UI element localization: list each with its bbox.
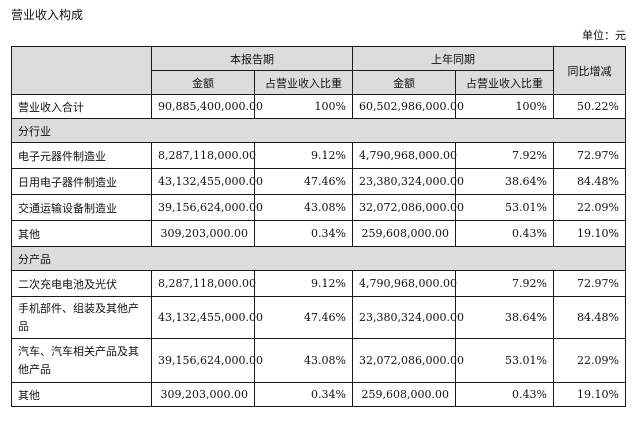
- total-row: 营业收入合计 90,885,400,000.00 100% 60,502,986…: [11, 94, 626, 119]
- row-yoy: 19.10%: [553, 382, 626, 407]
- row-cur-amount: 8,287,118,000.00: [151, 142, 256, 169]
- row-prev-amount: 32,072,086,000.00: [352, 194, 464, 221]
- row-prev-amount: 259,608,000.00: [352, 220, 456, 247]
- total-cur-share: 100%: [254, 94, 353, 119]
- header-cur-share: 占营业收入比重: [254, 70, 353, 95]
- section-title: 分产品: [11, 246, 626, 271]
- row-cur-amount: 43,132,455,000.00: [151, 296, 263, 339]
- row-label: 日用电子器件制造业: [11, 168, 152, 195]
- row-yoy: 22.09%: [553, 194, 626, 221]
- header-current-period: 本报告期: [151, 46, 353, 71]
- unit-label: 单位：元: [582, 29, 626, 42]
- total-prev-amount: 60,502,986,000.00: [352, 94, 464, 119]
- table-row: 日用电子器件制造业 43,132,455,000.00 47.46% 23,38…: [11, 168, 626, 195]
- row-cur-share: 43.08%: [254, 194, 353, 221]
- row-cur-share: 9.12%: [254, 142, 353, 169]
- row-cur-amount: 8,287,118,000.00: [151, 270, 256, 297]
- row-label: 汽车、汽车相关产品及其他产品: [11, 338, 152, 383]
- row-cur-share: 9.12%: [254, 270, 353, 297]
- row-cur-share: 0.34%: [254, 220, 353, 247]
- row-prev-amount: 23,380,324,000.00: [352, 168, 464, 195]
- table-row: 其他 309,203,000.00 0.34% 259,608,000.00 0…: [11, 382, 626, 407]
- row-prev-share: 53.01%: [455, 194, 554, 221]
- row-prev-share: 38.64%: [455, 168, 554, 195]
- row-label: 电子元器件制造业: [11, 142, 152, 169]
- row-cur-amount: 43,132,455,000.00: [151, 168, 263, 195]
- total-yoy: 50.22%: [553, 94, 626, 119]
- row-label: 其他: [11, 220, 152, 247]
- table-row: 电子元器件制造业 8,287,118,000.00 9.12% 4,790,96…: [11, 142, 626, 169]
- row-label: 其他: [11, 382, 152, 407]
- header-yoy: 同比增减: [553, 46, 626, 95]
- row-cur-share: 0.34%: [254, 382, 353, 407]
- total-prev-share: 100%: [455, 94, 554, 119]
- row-cur-amount: 309,203,000.00: [151, 220, 255, 247]
- table-row: 二次充电电池及光伏 8,287,118,000.00 9.12% 4,790,9…: [11, 270, 626, 297]
- header-prev-share: 占营业收入比重: [455, 70, 554, 95]
- table-row: 交通运输设备制造业 39,156,624,000.00 43.08% 32,07…: [11, 194, 626, 221]
- section-title: 分行业: [11, 118, 626, 143]
- row-yoy: 22.09%: [553, 338, 626, 383]
- row-prev-share: 7.92%: [455, 142, 554, 169]
- row-prev-amount: 259,608,000.00: [352, 382, 456, 407]
- row-yoy: 72.97%: [553, 142, 626, 169]
- row-prev-amount: 23,380,324,000.00: [352, 296, 464, 339]
- row-yoy: 19.10%: [553, 220, 626, 247]
- row-prev-share: 0.43%: [455, 220, 554, 247]
- section-row-industry: 分行业: [11, 118, 626, 143]
- row-yoy: 84.48%: [553, 296, 626, 339]
- header-blank: [11, 46, 152, 95]
- table-caption: 营业收入构成: [11, 8, 84, 22]
- row-cur-share: 47.46%: [254, 296, 353, 339]
- row-yoy: 84.48%: [553, 168, 626, 195]
- total-cur-amount: 90,885,400,000.00: [151, 94, 263, 119]
- section-row-product: 分产品: [11, 246, 626, 271]
- row-prev-amount: 32,072,086,000.00: [352, 338, 464, 383]
- total-label: 营业收入合计: [11, 94, 152, 119]
- row-prev-share: 53.01%: [455, 338, 554, 383]
- row-label: 交通运输设备制造业: [11, 194, 152, 221]
- row-prev-share: 7.92%: [455, 270, 554, 297]
- row-cur-amount: 39,156,624,000.00: [151, 338, 263, 383]
- header-prior-period: 上年同期: [352, 46, 554, 71]
- header-prev-amount: 金额: [352, 70, 456, 95]
- row-yoy: 72.97%: [553, 270, 626, 297]
- table-row: 其他 309,203,000.00 0.34% 259,608,000.00 0…: [11, 220, 626, 247]
- row-prev-share: 38.64%: [455, 296, 554, 339]
- row-label: 二次充电电池及光伏: [11, 270, 152, 297]
- row-cur-amount: 39,156,624,000.00: [151, 194, 263, 221]
- row-prev-amount: 4,790,968,000.00: [352, 270, 457, 297]
- row-cur-share: 47.46%: [254, 168, 353, 195]
- row-cur-amount: 309,203,000.00: [151, 382, 255, 407]
- table-row: 手机部件、组装及其他产品 43,132,455,000.00 47.46% 23…: [11, 296, 626, 339]
- row-prev-amount: 4,790,968,000.00: [352, 142, 457, 169]
- table-row: 汽车、汽车相关产品及其他产品 39,156,624,000.00 43.08% …: [11, 338, 626, 383]
- header-cur-amount: 金额: [151, 70, 255, 95]
- revenue-composition-table: 本报告期 上年同期 同比增减 金额 占营业收入比重 金额 占营业收入比重 营业收…: [11, 46, 626, 407]
- row-label: 手机部件、组装及其他产品: [11, 296, 152, 339]
- row-cur-share: 43.08%: [254, 338, 353, 383]
- row-prev-share: 0.43%: [455, 382, 554, 407]
